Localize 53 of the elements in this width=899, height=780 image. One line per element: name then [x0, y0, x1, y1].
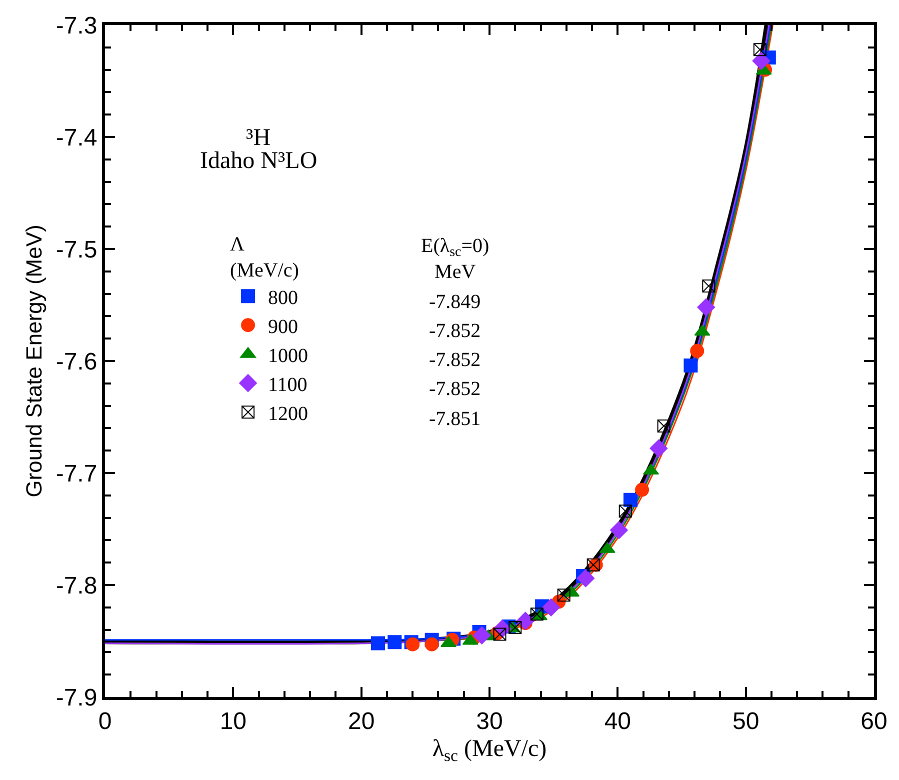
point: [472, 626, 491, 644]
legend-label: 800: [268, 286, 298, 309]
point: [657, 419, 670, 432]
point: [610, 521, 628, 540]
point: [623, 492, 638, 507]
x-tick-label: 10: [220, 708, 247, 735]
point: [516, 612, 534, 630]
legend-label: 1200: [268, 402, 308, 425]
legend-label: 1000: [268, 344, 308, 367]
point: [684, 358, 698, 372]
point: [586, 558, 600, 572]
point: [576, 569, 595, 588]
y-tick-label: -7.6: [56, 348, 98, 376]
annotation: -7.851: [429, 408, 481, 430]
point: [530, 608, 544, 621]
annotation: E(λ$_{sc}$=0) MeV: [421, 235, 490, 283]
x-tick-label: 30: [476, 708, 503, 735]
y-tick-label: -7.5: [56, 236, 98, 264]
point: [697, 298, 716, 316]
legend-label: 900: [268, 316, 298, 338]
y-tick-label: -7.7: [56, 460, 98, 488]
point: [371, 636, 385, 650]
x-tick-label: 50: [732, 708, 760, 735]
x-tick-label: 40: [604, 708, 632, 735]
x-axis-title: λ$_{sc}$ (MeV/c): [432, 736, 547, 766]
x-tick-label: 20: [348, 708, 375, 735]
point: [650, 439, 668, 458]
y-tick-label: -7.3: [56, 12, 98, 40]
x-tick-label: 0: [98, 708, 112, 735]
y-tick-label: -7.8: [56, 572, 98, 600]
point: [690, 344, 704, 358]
y-axis-title: Ground State Energy (MeV): [22, 224, 47, 498]
annotation: ³H: [246, 125, 271, 151]
annotation: -7.852: [429, 378, 481, 400]
point: [388, 635, 402, 650]
x-tick-label: 60: [860, 708, 888, 735]
y-tick-label: -7.9: [56, 684, 98, 712]
annotation: -7.852: [429, 320, 481, 342]
point: [752, 52, 770, 70]
annotation: Idaho N³LO: [200, 148, 318, 174]
annotation: -7.849: [429, 291, 481, 313]
legend-title: Λ (MeV/c): [230, 234, 299, 282]
point: [618, 504, 632, 518]
point: [702, 279, 716, 292]
legend-label: 1100: [268, 374, 308, 396]
annotation: -7.852: [429, 349, 481, 371]
point: [557, 588, 570, 602]
point: [508, 621, 522, 634]
point: [635, 482, 650, 497]
point: [753, 43, 766, 56]
point: [542, 598, 560, 616]
y-tick-label: -7.4: [56, 124, 98, 152]
point: [424, 637, 439, 652]
